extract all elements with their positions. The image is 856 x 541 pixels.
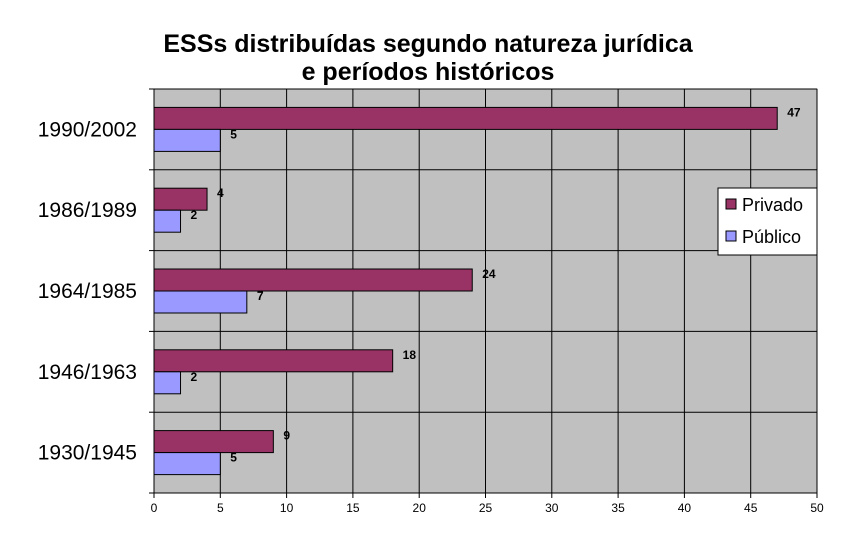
x-tick-label: 40 (678, 501, 692, 515)
data-label: 5 (230, 451, 237, 465)
legend: Privado Público (717, 187, 818, 256)
x-tick-label: 45 (744, 501, 758, 515)
category-labels: 1990/2002 1986/1989 1964/1985 1946/1963 1930… (38, 118, 137, 464)
bar-público-1964/1985 (153, 290, 248, 314)
bar-privado-1986/1989 (153, 187, 208, 211)
category-label: 1946/1963 (38, 361, 137, 384)
bar-privado-1946/1963 (153, 349, 394, 373)
x-tick-label: 25 (479, 501, 493, 515)
legend-label: Privado (742, 195, 803, 215)
x-tick-label: 30 (545, 501, 559, 515)
data-label: 4 (217, 186, 224, 200)
data-label: 2 (191, 370, 198, 384)
bar-público-1946/1963 (153, 371, 182, 395)
x-tick-label: 5 (217, 501, 224, 515)
bar-privado-1964/1985 (153, 268, 473, 292)
legend-swatch-privado (725, 198, 737, 210)
data-label: 18 (403, 348, 417, 362)
data-label: 5 (230, 127, 237, 141)
chart-title-line-1: ESSs distribuídas segundo natureza juríd… (163, 30, 693, 58)
x-tick-label: 10 (280, 501, 294, 515)
bar-público-1990/2002 (153, 128, 221, 152)
category-label: 1964/1985 (38, 280, 137, 303)
bar-público-1930/1945 (153, 452, 221, 476)
bars (153, 106, 778, 476)
bar-privado-1930/1945 (153, 430, 274, 454)
category-label: 1930/1945 (38, 442, 137, 465)
category-label: 1986/1989 (38, 199, 137, 222)
bar-público-1986/1989 (153, 209, 182, 233)
data-label: 47 (787, 105, 801, 119)
chart-title-line-2: e períodos históricos (301, 58, 555, 86)
x-tick-label: 20 (413, 501, 427, 515)
x-tick-label: 35 (611, 501, 625, 515)
x-tick-label: 15 (346, 501, 360, 515)
chart-title: ESSs distribuídas segundo natureza juríd… (0, 30, 856, 86)
legend-label: Público (742, 227, 801, 247)
data-label: 24 (482, 267, 496, 281)
bar-privado-1990/2002 (153, 106, 778, 130)
x-tick-label: 50 (810, 501, 824, 515)
legend-swatch-público (725, 230, 737, 242)
data-label: 7 (257, 289, 264, 303)
data-label: 2 (191, 208, 198, 222)
category-label: 1990/2002 (38, 118, 137, 141)
x-tick-label: 0 (151, 501, 158, 515)
x-axis-ticks: 0 5 10 15 20 25 30 35 40 45 50 (151, 492, 824, 515)
data-label: 9 (283, 429, 290, 443)
